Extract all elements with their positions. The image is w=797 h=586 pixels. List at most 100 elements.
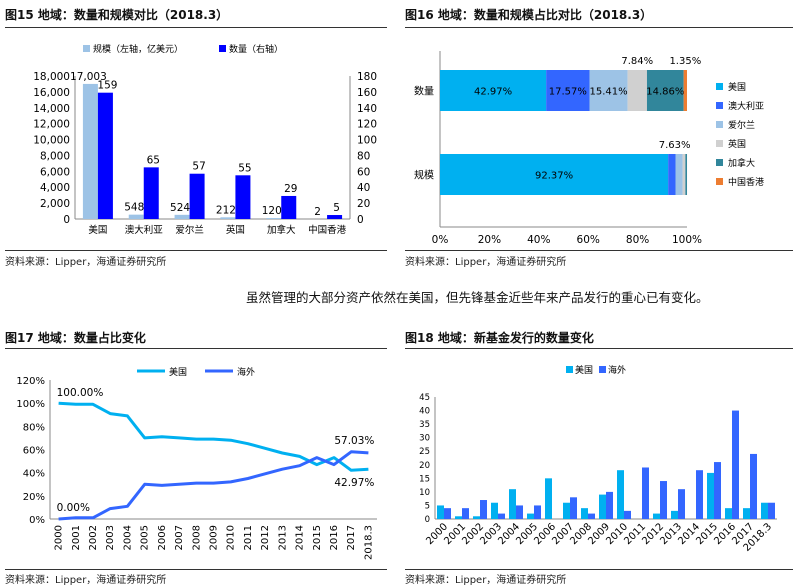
fig18-bar-us — [455, 516, 462, 519]
fig17-ytick: 100% — [16, 399, 45, 410]
fig15-ytick-left: 2,000 — [40, 198, 70, 210]
fig18-bar-overseas — [750, 453, 757, 519]
fig15-ytick-left: 14,000 — [33, 103, 70, 115]
fig17-panel: 图17 地域：数量占比变化 美国 海外 0% 20% 40% 60% 80% 100% 120%… — [5, 326, 387, 586]
fig16-data-label: 42.97% — [474, 87, 512, 98]
fig17-xtick: 2005 — [140, 525, 151, 550]
fig18-legend-swatch — [566, 366, 573, 373]
fig18-ytick: 20 — [419, 461, 430, 471]
fig16-bar-segment — [683, 70, 687, 111]
fig18-bar-overseas — [462, 508, 469, 519]
fig18-bar-overseas — [534, 505, 541, 519]
fig18-bar-us — [437, 505, 444, 519]
fig18-bar-overseas — [660, 481, 667, 519]
body-caption: 虽然管理的大部分资产依然在美国，但先锋基金近些年来产品发行的重心已有变化。 — [246, 290, 709, 305]
fig15-chart: 规模（左轴，亿美元） 数量（右轴） 0 0 2,000 20 4,000 40 6,000 60 8… — [33, 43, 377, 236]
fig18-bar-us — [653, 513, 660, 519]
fig18-ytick: 35 — [419, 420, 430, 430]
fig17-annotation: 42.97% — [334, 477, 374, 489]
fig15-bar-count — [97, 92, 113, 219]
fig15-bar-count — [235, 175, 251, 219]
fig17-chart: 美国 海外 0% 20% 40% 60% 80% 100% 120% 2000 2001 2002 20… — [16, 366, 377, 560]
fig16-legend-label: 澳大利亚 — [728, 100, 764, 112]
fig15-title: 图15 地域：数量和规模对比（2018.3） — [5, 8, 229, 22]
fig18-bottom-rule — [405, 569, 793, 570]
fig18-bar-us — [725, 508, 732, 519]
fig18-legend-label: 美国 — [575, 364, 593, 376]
fig15-legend-label-count: 数量（右轴） — [229, 43, 283, 55]
fig16-title: 图16 地域：数量和规模占比对比（2018.3） — [405, 8, 653, 22]
fig17-ytick: 60% — [23, 446, 45, 457]
fig18-ytick: 25 — [419, 447, 430, 457]
fig17-xtick: 2012 — [260, 525, 271, 550]
fig15-bar-count — [327, 215, 343, 219]
fig15-xtick: 澳大利亚 — [125, 224, 164, 236]
fig17-xtick: 2000 — [54, 525, 65, 550]
fig18-bar-us — [545, 478, 552, 519]
fig18-bar-overseas — [498, 513, 505, 519]
fig16-legend-label: 中国香港 — [728, 176, 764, 188]
fig16-bar-segment — [627, 70, 647, 111]
fig15-data-label-size: 212 — [216, 204, 236, 216]
fig18-bar-overseas — [642, 467, 649, 519]
fig15-ytick-right: 20 — [357, 198, 370, 210]
fig16-data-label: 7.84% — [621, 56, 653, 67]
fig15-source: 资料来源：Lipper，海通证券研究所 — [5, 257, 167, 268]
fig16-data-label: 92.37% — [535, 171, 573, 182]
fig16-legend-swatch — [716, 121, 723, 128]
fig15-xtick: 加拿大 — [267, 224, 296, 236]
fig15-ytick-right: 160 — [357, 87, 377, 99]
fig15-legend-swatch-count — [219, 45, 226, 52]
fig18-ytick: 0 — [425, 515, 430, 525]
fig16-chart: 0% 20% 40% 60% 80% 100% 数量 42.97% 17.57% 15.41% 7.… — [414, 51, 764, 246]
fig17-xtick: 2008 — [191, 525, 202, 550]
fig15-bar-count — [189, 173, 205, 219]
fig17-ytick: 0% — [29, 515, 45, 526]
fig15-ytick-left: 4,000 — [40, 182, 70, 194]
fig15-ytick-left: 10,000 — [33, 135, 70, 147]
fig16-data-label: 14.86% — [646, 87, 684, 98]
fig18-legend-swatch — [599, 366, 606, 373]
fig16-bar-segment — [682, 154, 686, 195]
fig15-data-label-count: 5 — [333, 202, 340, 214]
fig15-xtick: 美国 — [88, 224, 107, 236]
fig18-bar-us — [743, 508, 750, 519]
fig18-bar-us — [473, 516, 480, 519]
fig17-bottom-rule — [5, 569, 387, 570]
fig16-data-label: 17.57% — [549, 87, 587, 98]
fig18-bar-overseas — [768, 502, 775, 519]
fig17-xtick: 2014 — [295, 525, 306, 550]
fig16-legend-label: 美国 — [728, 81, 746, 93]
fig16-bottom-rule — [405, 250, 793, 251]
fig15-data-label-count: 57 — [192, 161, 205, 173]
fig17-xtick: 2004 — [122, 525, 133, 550]
fig15-data-label-count: 65 — [147, 154, 160, 166]
fig18-bar-us — [707, 472, 714, 519]
fig17-xtick: 2016 — [329, 525, 340, 550]
fig15-data-label-size: 120 — [262, 205, 282, 217]
fig15-ytick-right: 120 — [357, 119, 377, 131]
fig15-bar-size — [174, 214, 190, 219]
fig16-source: 资料来源：Lipper，海通证券研究所 — [405, 257, 567, 268]
fig17-xtick: 2007 — [174, 525, 185, 550]
fig18-source: 资料来源：Lipper，海通证券研究所 — [405, 575, 567, 586]
fig18-bar-overseas — [678, 489, 685, 519]
fig15-ytick-left: 16,000 — [33, 87, 70, 99]
fig16-ytick: 规模 — [414, 169, 434, 182]
fig18-ytick: 10 — [419, 488, 430, 498]
fig15-ytick-left: 0 — [63, 214, 70, 226]
fig16-panel: 图16 地域：数量和规模占比对比（2018.3） 0% 20% 40% 60% 80% 1… — [405, 3, 793, 273]
fig16-bar-segment — [440, 154, 669, 195]
fig15-data-label-size: 548 — [124, 202, 144, 214]
fig16-ytick: 数量 — [414, 85, 434, 98]
fig16-legend-swatch — [716, 83, 723, 90]
fig17-annotation: 100.00% — [57, 387, 104, 399]
fig15-ytick-left: 18,000 — [33, 71, 70, 83]
fig18-ytick: 30 — [419, 434, 430, 444]
fig15-xtick: 中国香港 — [308, 224, 347, 236]
fig17-line-us — [58, 401, 369, 472]
fig17-xtick: 2017 — [346, 525, 357, 550]
fig17-xtick: 2011 — [243, 525, 254, 550]
fig16-bar-segment — [668, 154, 676, 195]
fig16-legend-swatch — [716, 159, 723, 166]
